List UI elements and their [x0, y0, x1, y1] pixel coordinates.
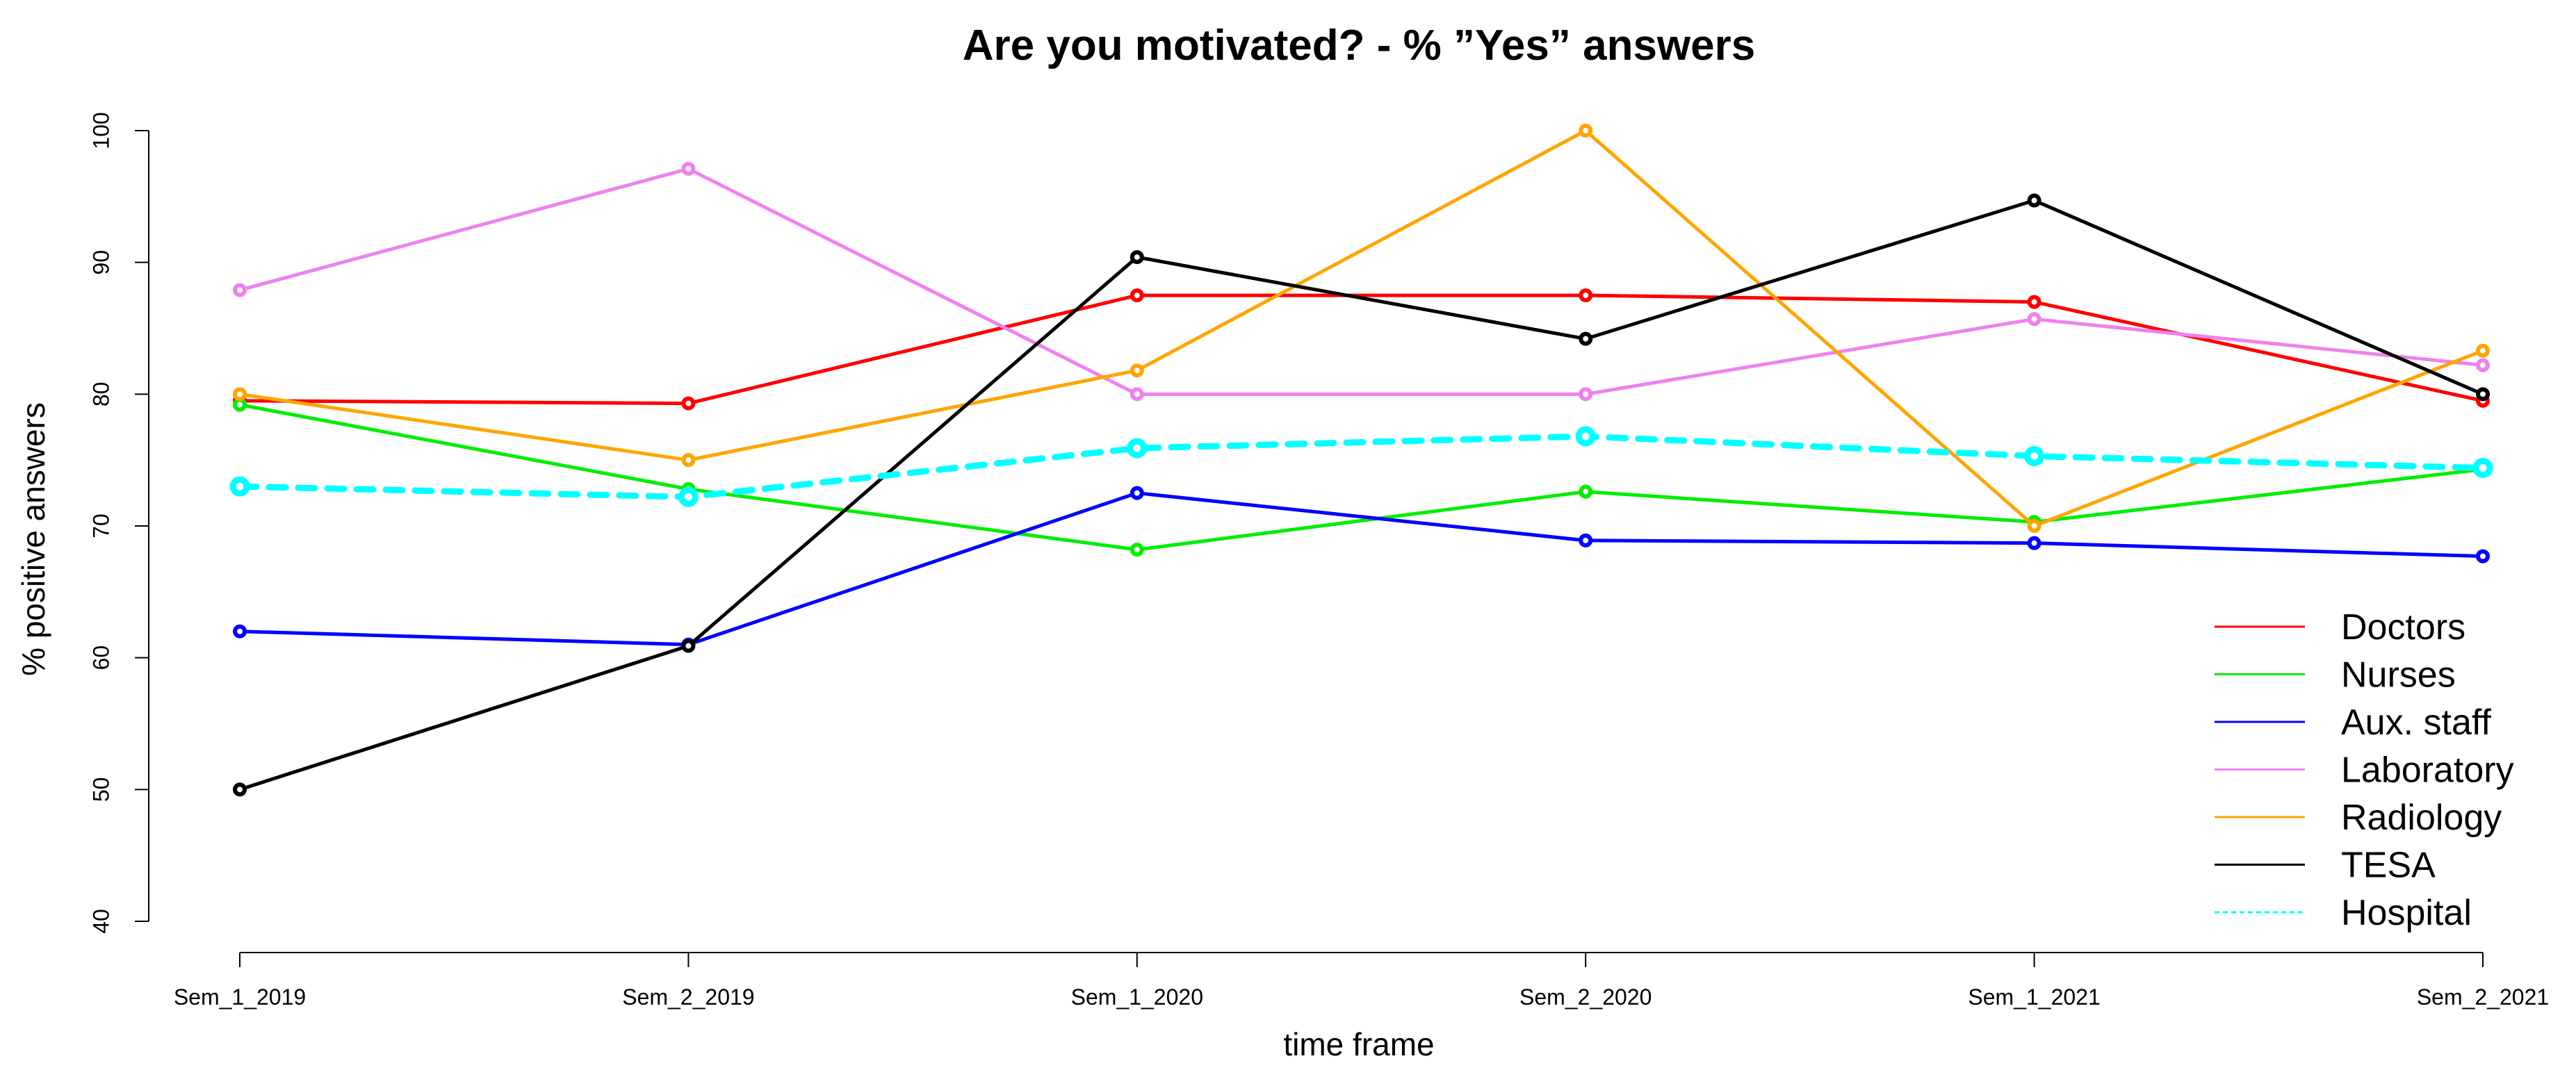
y-tick-label-80: 80: [88, 382, 113, 407]
data-point-nurses-sem-1-2019: [233, 397, 247, 412]
series-line-doctors: [238, 293, 2485, 406]
legend-label-radiology: Radiology: [2341, 798, 2502, 838]
data-point-radiology-sem-2-2019: [681, 453, 696, 468]
series-line-hospital: [236, 433, 2486, 500]
data-point-tesa-sem-2-2019: [681, 639, 696, 653]
data-point-laboratory-sem-1-2019: [233, 283, 247, 297]
data-point-hospital-sem-1-2019: [229, 476, 250, 497]
series-line-aux-staff: [238, 491, 2485, 647]
y-tick-label-100: 100: [88, 112, 113, 149]
legend: Doctors Nurses Aux. staff Laboratory Radiolo…: [2215, 607, 2514, 933]
data-point-laboratory-sem-2-2021: [2476, 358, 2490, 372]
data-point-aux-staff-sem-1-2020: [1130, 486, 1144, 500]
data-point-nurses-sem-2-2020: [1579, 484, 1593, 499]
y-axis-title: % positive answers: [15, 402, 51, 676]
y-tick-label-70: 70: [88, 513, 113, 538]
data-point-doctors-sem-1-2020: [1130, 288, 1144, 303]
data-point-aux-staff-sem-1-2021: [2027, 536, 2041, 550]
legend-label-laboratory: Laboratory: [2341, 750, 2514, 791]
series-line-tesa: [238, 199, 2485, 791]
series-line-nurses: [238, 403, 2485, 552]
legend-label-nurses: Nurses: [2341, 655, 2456, 695]
series-layer: [229, 124, 2493, 797]
x-axis-title: time frame: [1283, 1026, 1434, 1062]
y-tick-label-50: 50: [88, 777, 113, 802]
data-point-radiology-sem-1-2019: [233, 387, 247, 402]
data-point-doctors-sem-1-2021: [2027, 295, 2041, 309]
y-tick-label-90: 90: [88, 250, 113, 275]
data-point-radiology-sem-2-2021: [2476, 343, 2490, 358]
data-point-nurses-sem-1-2020: [1130, 543, 1144, 557]
data-point-tesa-sem-1-2019: [233, 782, 247, 797]
data-point-hospital-sem-2-2019: [678, 486, 699, 507]
series-hospital: [229, 426, 2493, 507]
x-tick-label-sem-2-2021: Sem_2_2021: [2417, 985, 2549, 1010]
data-point-hospital-sem-1-2020: [1127, 438, 1148, 459]
x-axis: Sem_1_2019 Sem_2_2019 Sem_1_2020 Sem_2_2020…: [174, 952, 2549, 1010]
data-point-aux-staff-sem-1-2019: [233, 624, 247, 639]
data-point-laboratory-sem-1-2020: [1130, 387, 1144, 402]
x-tick-label-sem-2-2019: Sem_2_2019: [622, 985, 754, 1010]
series-line-radiology: [238, 129, 2485, 528]
y-tick-label-60: 60: [88, 645, 113, 670]
data-point-hospital-sem-2-2021: [2472, 458, 2493, 479]
data-point-radiology-sem-1-2020: [1130, 363, 1144, 378]
data-point-tesa-sem-1-2020: [1130, 250, 1144, 265]
data-point-laboratory-sem-2-2020: [1579, 387, 1593, 402]
series-tesa: [233, 193, 2490, 797]
series-doctors: [233, 288, 2490, 411]
x-tick-label-sem-1-2020: Sem_1_2020: [1071, 985, 1203, 1010]
series-laboratory: [233, 162, 2490, 402]
y-tick-label-40: 40: [88, 909, 113, 934]
data-point-laboratory-sem-1-2021: [2027, 312, 2041, 327]
data-point-doctors-sem-2-2020: [1579, 288, 1593, 303]
x-tick-label-sem-1-2021: Sem_1_2021: [1968, 985, 2100, 1010]
data-point-tesa-sem-2-2021: [2476, 387, 2490, 402]
data-point-radiology-sem-1-2021: [2027, 519, 2041, 533]
y-axis: 40 50 60 70 80 90 100: [88, 112, 149, 934]
legend-label-hospital: Hospital: [2341, 893, 2472, 933]
data-point-radiology-sem-2-2020: [1579, 124, 1593, 138]
data-point-tesa-sem-1-2021: [2027, 193, 2041, 208]
x-tick-label-sem-1-2019: Sem_1_2019: [174, 985, 306, 1010]
series-nurses: [233, 397, 2490, 557]
data-point-aux-staff-sem-2-2020: [1579, 533, 1593, 547]
chart-title: Are you motivated? - % ”Yes” answers: [963, 22, 1756, 69]
data-point-tesa-sem-2-2020: [1579, 331, 1593, 346]
data-point-laboratory-sem-2-2019: [681, 162, 696, 176]
data-point-doctors-sem-2-2019: [681, 396, 696, 411]
legend-label-doctors: Doctors: [2341, 607, 2465, 648]
legend-label-tesa: TESA: [2341, 846, 2436, 886]
x-tick-label-sem-2-2020: Sem_2_2020: [1519, 985, 1652, 1010]
series-aux-staff: [233, 486, 2490, 652]
data-point-aux-staff-sem-2-2021: [2476, 549, 2490, 563]
data-point-hospital-sem-2-2020: [1575, 426, 1596, 447]
legend-label-aux-staff: Aux. staff: [2341, 702, 2491, 743]
series-radiology: [233, 124, 2490, 533]
data-point-hospital-sem-1-2021: [2024, 445, 2045, 466]
series-line-laboratory: [238, 167, 2485, 396]
